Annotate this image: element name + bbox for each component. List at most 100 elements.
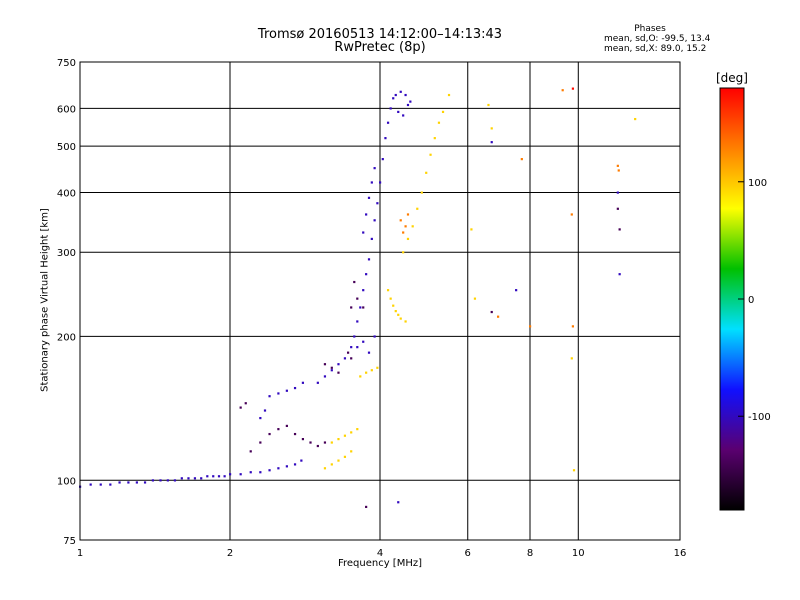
colorbar-ticks-layer: 100 0 -100 — [738, 178, 771, 423]
data-point — [350, 431, 353, 434]
x-tick-label: 8 — [527, 548, 533, 559]
data-point — [490, 141, 493, 144]
data-point — [365, 213, 368, 216]
data-point — [166, 479, 169, 482]
data-point — [402, 114, 405, 117]
data-point — [634, 117, 637, 121]
data-point — [285, 424, 288, 428]
y-tick-label: 500 — [57, 142, 76, 153]
data-point — [473, 297, 477, 300]
data-point — [337, 371, 340, 374]
data-point — [570, 213, 573, 216]
data-point — [425, 171, 428, 174]
data-point — [143, 481, 147, 484]
colorbar-unit-label: [deg] — [716, 71, 748, 85]
y-tick-label: 100 — [57, 476, 76, 487]
data-point — [293, 463, 297, 466]
data-point — [384, 137, 387, 140]
data-point — [223, 475, 226, 478]
data-point — [402, 231, 405, 234]
data-point — [376, 366, 379, 369]
data-point — [301, 437, 305, 441]
data-point — [362, 289, 365, 292]
data-point — [293, 386, 297, 390]
data-point — [570, 357, 573, 360]
data-point — [404, 93, 407, 97]
data-point — [337, 437, 340, 441]
phases-ordinary-stats: mean, sd,O: -99.5, 13.4 — [604, 34, 711, 44]
data-point — [323, 363, 327, 366]
data-point — [323, 375, 327, 378]
data-point — [356, 297, 359, 300]
data-point — [406, 213, 410, 216]
data-point — [416, 207, 419, 210]
grid-layer — [80, 62, 680, 540]
data-point — [330, 366, 333, 369]
data-point — [365, 273, 368, 276]
data-point — [356, 428, 359, 431]
data-point — [373, 167, 376, 170]
data-point — [118, 481, 121, 484]
data-point — [389, 107, 392, 110]
data-point — [330, 441, 333, 444]
data-point — [381, 158, 384, 161]
data-point — [571, 87, 575, 90]
colorbar-tick-label: 100 — [748, 178, 767, 189]
data-point — [323, 441, 327, 444]
data-point — [350, 346, 353, 349]
data-point — [316, 444, 319, 448]
data-point — [437, 121, 441, 124]
y-tick-label: 300 — [57, 248, 76, 259]
data-point — [239, 473, 242, 476]
y-tick-label: 750 — [57, 58, 76, 69]
data-point — [397, 313, 400, 316]
data-point — [193, 477, 197, 480]
data-point — [239, 406, 242, 409]
data-point — [561, 89, 564, 92]
data-point — [617, 169, 620, 172]
data-point — [394, 310, 397, 313]
data-point — [362, 340, 365, 343]
data-point — [365, 371, 368, 374]
data-point — [447, 93, 451, 97]
data-point — [244, 402, 247, 405]
data-points-layer — [79, 87, 637, 509]
data-point — [263, 409, 267, 412]
data-point — [277, 428, 280, 431]
data-point — [409, 100, 412, 103]
data-point — [229, 473, 232, 476]
data-point — [616, 164, 619, 167]
data-point — [346, 351, 350, 354]
data-point — [370, 181, 373, 184]
data-point — [343, 357, 347, 360]
data-point — [200, 477, 203, 480]
data-point — [399, 317, 402, 320]
data-point — [353, 335, 356, 338]
data-point — [618, 228, 621, 231]
data-point — [370, 369, 373, 372]
data-point — [399, 90, 402, 93]
data-point — [350, 306, 353, 309]
y-tick-label: 75 — [63, 536, 76, 547]
data-point — [616, 207, 619, 210]
data-point — [420, 191, 423, 194]
data-point — [159, 479, 162, 482]
y-tick-label: 200 — [57, 332, 76, 343]
data-point — [259, 416, 262, 420]
data-point — [343, 434, 347, 437]
x-tick-label: 2 — [227, 548, 233, 559]
data-point — [373, 219, 376, 222]
x-tick-label: 10 — [572, 548, 585, 559]
data-point — [362, 231, 365, 234]
data-point — [397, 501, 400, 504]
data-point — [343, 455, 347, 458]
data-point — [496, 315, 500, 318]
data-point — [406, 237, 410, 241]
data-point — [350, 357, 353, 360]
data-point — [259, 441, 262, 444]
data-point — [571, 325, 575, 328]
data-point — [362, 306, 365, 309]
phases-extraordinary-stats: mean, sd,X: 89.0, 15.2 — [604, 44, 707, 54]
data-point — [404, 320, 407, 323]
